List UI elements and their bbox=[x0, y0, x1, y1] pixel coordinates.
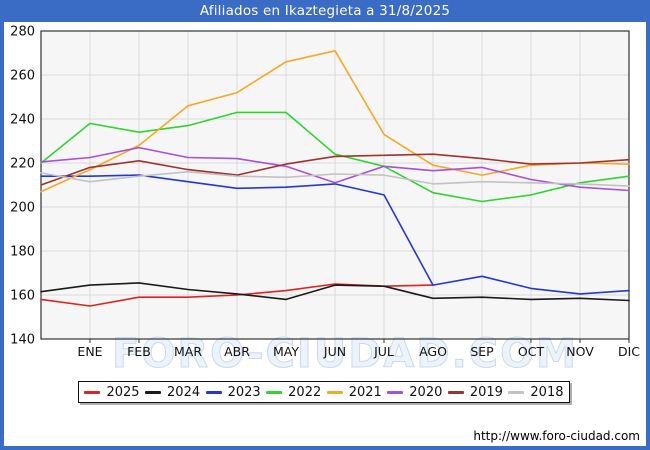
legend-label: 2024 bbox=[167, 384, 201, 400]
y-axis-label: 260 bbox=[10, 69, 35, 84]
legend-item-2018: 2018 bbox=[508, 384, 564, 400]
title-bar: Afiliados en Ikaztegieta a 31/8/2025 bbox=[0, 0, 650, 22]
series-line-2022 bbox=[40, 111, 630, 203]
series-line-2018 bbox=[40, 171, 630, 187]
x-axis-label: JUL bbox=[373, 344, 394, 359]
legend-item-2022: 2022 bbox=[266, 385, 321, 400]
footer-url[interactable]: http://www.foro-ciudad.com bbox=[473, 429, 640, 443]
series-line-2023 bbox=[40, 174, 630, 295]
x-axis-label: FEB bbox=[127, 344, 151, 359]
legend-item-2024: 2024 bbox=[145, 385, 200, 400]
y-axis-label: 280 bbox=[10, 25, 35, 40]
y-axis-label: 200 bbox=[10, 201, 35, 216]
legend-item-2023: 2023 bbox=[205, 384, 261, 400]
x-axis-label: ENE bbox=[77, 344, 102, 359]
x-axis-label: NOV bbox=[566, 344, 594, 359]
legend-label: 2018 bbox=[530, 384, 564, 400]
legend-item-2021: 2021 bbox=[326, 384, 382, 400]
y-axis-label: 240 bbox=[10, 113, 35, 128]
legend-label: 2020 bbox=[409, 384, 443, 400]
y-axis-label: 160 bbox=[10, 289, 35, 304]
y-axis-label: 180 bbox=[10, 245, 35, 260]
x-axis-label: OCT bbox=[518, 344, 545, 359]
x-axis-label: JUN bbox=[323, 344, 346, 359]
legend-item-2025: 2025 bbox=[84, 384, 140, 400]
x-axis-label: MAY bbox=[273, 344, 299, 359]
legend-color-dash bbox=[84, 390, 101, 394]
series-line-2020 bbox=[40, 146, 630, 192]
legend-color-dash bbox=[387, 390, 404, 394]
y-axis-label: 140 bbox=[10, 333, 35, 348]
legend-color-dash bbox=[326, 390, 343, 394]
legend-color-dash bbox=[447, 390, 464, 394]
legend-color-dash bbox=[145, 390, 162, 394]
legend-label: 2022 bbox=[288, 384, 322, 400]
legend-item-2019: 2019 bbox=[447, 384, 503, 400]
x-axis-label: MAR bbox=[174, 344, 202, 359]
legend-color-dash bbox=[205, 390, 222, 394]
legend-color-dash bbox=[266, 390, 283, 394]
legend-label: 2019 bbox=[469, 384, 503, 400]
legend-item-2020: 2020 bbox=[387, 385, 442, 400]
x-axis-label: ABR bbox=[224, 344, 250, 359]
y-axis-label: 220 bbox=[10, 157, 35, 172]
legend-label: 2023 bbox=[227, 384, 261, 400]
chart-title: Afiliados en Ikaztegieta a 31/8/2025 bbox=[199, 3, 451, 19]
series-line-2019 bbox=[40, 153, 630, 186]
legend-color-dash bbox=[508, 390, 525, 394]
x-axis-label: AGO bbox=[419, 344, 447, 359]
series-line-2024 bbox=[40, 282, 630, 302]
x-axis-label: DIC bbox=[618, 344, 640, 359]
legend-label: 2025 bbox=[106, 384, 140, 400]
legend-label: 2021 bbox=[348, 384, 382, 400]
series-line-2021 bbox=[40, 49, 630, 193]
legend: 2025 2024 2023 2022 2021 2020 2019 2018 bbox=[78, 381, 570, 403]
x-axis-label: SEP bbox=[470, 344, 494, 359]
